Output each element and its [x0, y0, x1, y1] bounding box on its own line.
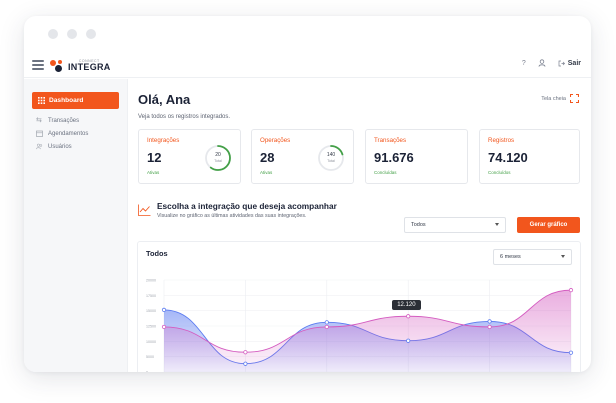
period-select[interactable]: 6 meses — [493, 249, 572, 265]
ring-progress — [318, 145, 344, 171]
series-blue-point[interactable] — [161, 307, 167, 313]
window-dot[interactable] — [86, 29, 96, 39]
main-content: Olá, Ana Veja todos os registros integra… — [129, 79, 591, 372]
section-title: Escolha a integração que deseja acompanh… — [157, 201, 337, 211]
series-pink-point[interactable] — [568, 288, 574, 293]
card-title: Integrações — [147, 137, 180, 144]
progress-ring: 140 Total — [317, 144, 345, 172]
progress-ring: 20 Total — [204, 144, 232, 172]
stat-card-operations: Operações 28 Ativas 140 Total — [251, 129, 354, 184]
ring-value: 140 — [326, 152, 336, 158]
generate-chart-button[interactable]: Gerar gráfico — [517, 217, 580, 233]
chart-tooltip: 12.120 — [392, 300, 421, 311]
logo-big-text: INTEGRA — [68, 62, 111, 73]
logo-mark-icon — [50, 60, 64, 72]
stat-card-transactions: Transações 91.676 Concluídas — [365, 129, 468, 184]
y-tick-label: 12500 — [146, 325, 156, 329]
series-blue-point[interactable] — [568, 350, 574, 355]
fullscreen-label: Tela cheia — [541, 95, 566, 102]
sidebar-item-users[interactable]: Usuários — [36, 143, 72, 150]
card-value: 74.120 — [488, 150, 528, 165]
sidebar-item-transactions[interactable]: ⇆ Transações — [36, 117, 79, 124]
window-dot[interactable] — [48, 29, 58, 39]
period-select-value: 6 meses — [500, 254, 521, 260]
series-blue-point[interactable] — [324, 320, 329, 325]
sidebar-item-dashboard[interactable]: Dashboard — [32, 92, 119, 109]
section-subtitle: Visualize no gráfico as últimas atividad… — [157, 213, 307, 219]
window-dot[interactable] — [67, 29, 77, 39]
y-tick-label: 10000 — [146, 340, 156, 344]
sidebar-item-label: Agendamentos — [48, 130, 89, 137]
grid-icon — [38, 97, 45, 104]
series-pink-point[interactable] — [243, 350, 248, 355]
chevron-down-icon — [561, 255, 565, 258]
window-titlebar — [24, 16, 591, 52]
y-tick-label: 5000 — [146, 355, 154, 359]
y-tick-label: 15000 — [146, 309, 156, 313]
ring-label: Total — [214, 159, 222, 163]
help-icon[interactable]: ? — [521, 59, 526, 67]
series-blue-point[interactable] — [406, 338, 411, 343]
exit-button[interactable]: Sair — [558, 60, 581, 67]
top-app-bar: CONNECT INTEGRA ? Sair — [24, 56, 591, 78]
card-title: Registros — [488, 137, 515, 144]
fullscreen-button[interactable]: Tela cheia — [541, 94, 579, 103]
card-foot: Ativas — [147, 170, 160, 175]
series-blue-point[interactable] — [243, 361, 248, 366]
card-value: 28 — [260, 150, 275, 165]
transfer-icon: ⇆ — [36, 117, 42, 124]
calendar-icon — [36, 130, 43, 137]
logout-icon — [558, 60, 565, 66]
integration-section-header: Escolha a integração que deseja acompanh… — [138, 201, 337, 219]
chart-line-icon — [138, 204, 151, 216]
y-tick-label: 0 — [146, 371, 148, 373]
card-value: 12 — [147, 150, 162, 165]
page-subtitle: Veja todos os registros integrados. — [138, 114, 231, 120]
chevron-down-icon — [495, 223, 499, 226]
stat-card-integrations: Integrações 12 Ativas 20 Total — [138, 129, 241, 184]
chart-card: Todos 6 meses 20000 17500 15000 12500 10000 5… — [137, 241, 581, 372]
series-pink-area — [164, 290, 571, 372]
exit-label: Sair — [567, 59, 581, 67]
sidebar-item-label: Usuários — [48, 143, 72, 150]
user-icon[interactable] — [538, 59, 546, 67]
logo: CONNECT INTEGRA — [50, 57, 111, 75]
series-pink-point[interactable] — [406, 314, 411, 319]
logo-small-text: CONNECT — [78, 58, 100, 63]
ring-label: Total — [327, 159, 335, 163]
menu-icon[interactable] — [32, 60, 44, 70]
card-foot: Concluídos — [488, 170, 511, 175]
series-pink-line — [163, 289, 572, 353]
stat-card-records: Registros 74.120 Concluídos — [479, 129, 580, 184]
sidebar-item-label: Transações — [48, 117, 80, 124]
y-tick-label: 20000 — [146, 279, 156, 283]
integration-select[interactable]: Todos — [404, 217, 506, 233]
chart-title: Todos — [146, 249, 168, 258]
users-icon — [36, 143, 43, 150]
card-title: Transações — [374, 137, 407, 144]
card-title: Operações — [260, 137, 291, 144]
ring-value: 20 — [215, 152, 221, 158]
ring-progress — [205, 145, 231, 171]
page-title: Olá, Ana — [138, 92, 191, 107]
series-pink-point[interactable] — [161, 324, 167, 330]
sidebar-item-schedules[interactable]: Agendamentos — [36, 130, 88, 137]
series-pink-point[interactable] — [487, 324, 492, 330]
card-foot: Concluídas — [374, 170, 397, 175]
series-pink-point[interactable] — [324, 324, 329, 330]
y-tick-label: 17500 — [146, 294, 156, 298]
sidebar: Dashboard ⇆ Transações Agendamentos Usuá… — [24, 79, 128, 372]
series-blue-point[interactable] — [487, 319, 492, 324]
integration-select-value: Todos — [411, 222, 426, 228]
app-window: CONNECT INTEGRA ? Sair Dashboard ⇆ Trans… — [24, 16, 591, 372]
sidebar-item-label: Dashboard — [49, 97, 84, 104]
fullscreen-icon — [570, 94, 579, 103]
card-foot: Ativas — [260, 170, 273, 175]
card-value: 91.676 — [374, 150, 414, 165]
